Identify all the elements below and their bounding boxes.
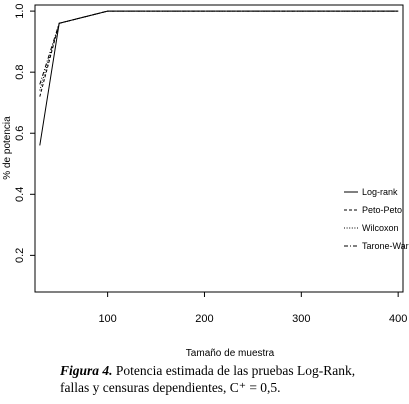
series-line-3: [39, 10, 399, 91]
y-tick-label: 0.2: [14, 248, 26, 263]
series-line-4: [39, 10, 399, 85]
y-tick-label: 0.4: [14, 187, 26, 202]
figure-label: Figura 4.: [60, 363, 113, 378]
legend-label-4: Tarone-Ware: [362, 241, 409, 251]
plot-frame: [34, 4, 404, 293]
x-tick-label: 400: [389, 313, 407, 325]
caption-line-1: Potencia estimada de las pruebas Log-Ran…: [115, 363, 356, 378]
legend-label-2: Peto-Peto: [362, 205, 402, 215]
x-tick-label: 200: [195, 313, 213, 325]
y-tick-label: 1.0: [14, 3, 26, 18]
series-lines: [39, 10, 399, 146]
caption-line-2: fallas y censuras dependientes, C⁺ = 0,5…: [60, 380, 281, 395]
x-tick-label: 300: [292, 313, 310, 325]
x-axis: 100 200 300 400: [98, 292, 407, 325]
y-axis-label: % de potencia: [2, 116, 13, 180]
y-axis: 0.2 0.4 0.6 0.8 1.0: [14, 3, 35, 263]
series-line-2: [39, 10, 399, 97]
y-tick-label: 0.8: [14, 65, 26, 80]
chart-svg: 100 200 300 400 0.2 0.4 0.6 0.8 1.0 Tamaño de m…: [2, 3, 409, 359]
legend-label-3: Wilcoxon: [362, 223, 399, 233]
figure-caption: Figura 4. Potencia estimada de las prueb…: [60, 362, 400, 396]
y-tick-label: 0.6: [14, 126, 26, 141]
x-axis-label: Tamaño de muestra: [186, 348, 275, 359]
legend: Log-rank Peto-Peto Wilcoxon Tarone-Ware: [344, 187, 409, 251]
series-line-1: [39, 10, 399, 146]
legend-label-1: Log-rank: [362, 187, 398, 197]
x-tick-label: 100: [98, 313, 116, 325]
